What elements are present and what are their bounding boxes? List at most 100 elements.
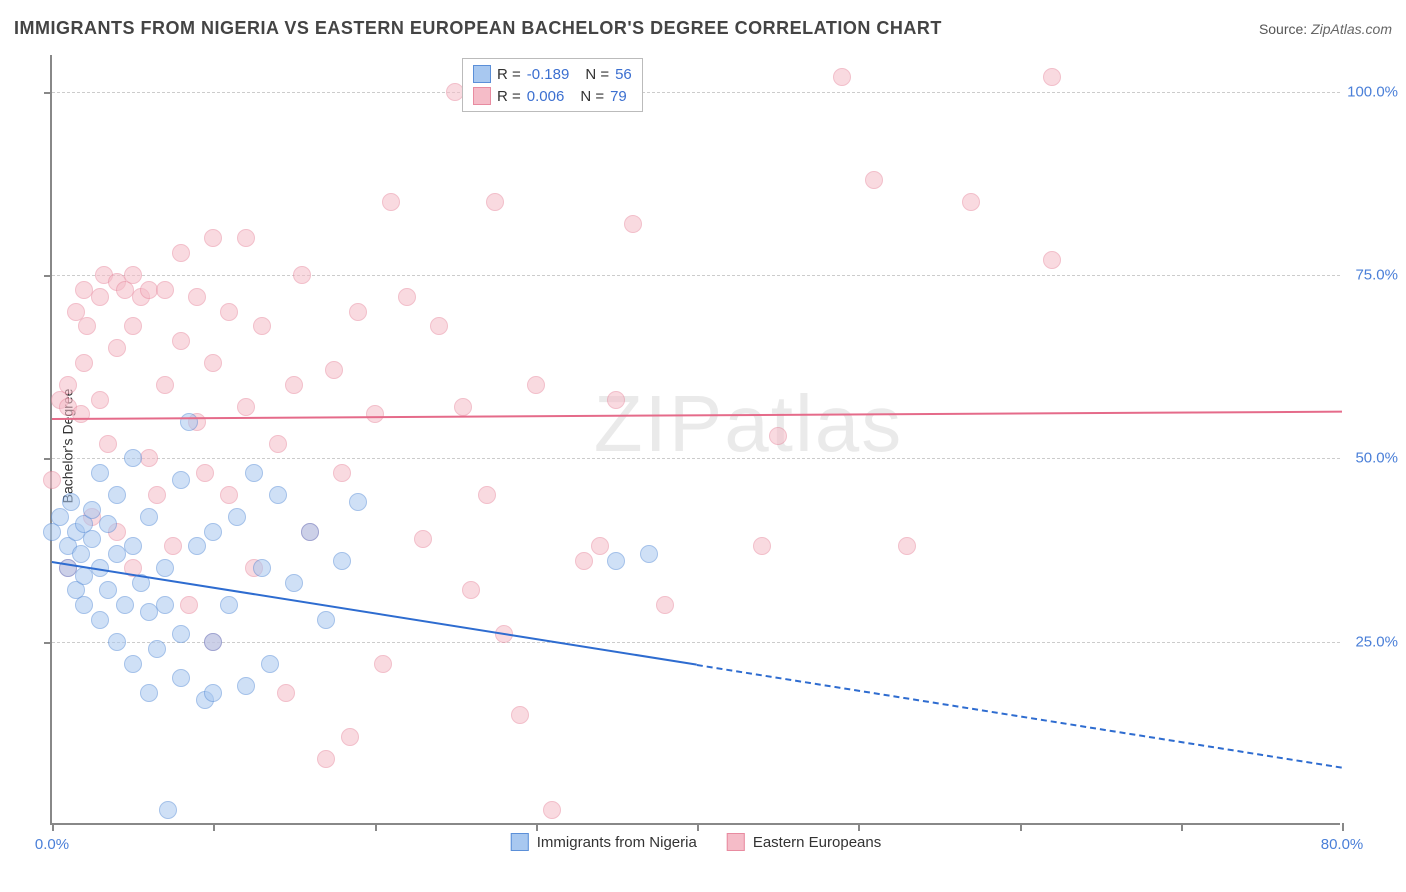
data-point — [374, 655, 392, 673]
scatter-plot: ZIPatlas 25.0%50.0%75.0%100.0%0.0%80.0%R… — [50, 55, 1340, 825]
y-tick-label: 75.0% — [1355, 267, 1398, 284]
data-point — [204, 354, 222, 372]
x-tick-mark — [52, 823, 54, 831]
data-point — [159, 801, 177, 819]
data-point — [245, 464, 263, 482]
data-point — [382, 193, 400, 211]
gridline — [52, 642, 1340, 643]
chart-title: IMMIGRANTS FROM NIGERIA VS EASTERN EUROP… — [14, 18, 942, 39]
data-point — [156, 596, 174, 614]
data-point — [75, 354, 93, 372]
data-point — [591, 537, 609, 555]
data-point — [486, 193, 504, 211]
data-point — [656, 596, 674, 614]
data-point — [99, 435, 117, 453]
data-point — [769, 427, 787, 445]
data-point — [607, 552, 625, 570]
data-point — [91, 611, 109, 629]
legend-r-label: R = — [497, 66, 521, 83]
data-point — [301, 523, 319, 541]
data-point — [83, 501, 101, 519]
data-point — [624, 215, 642, 233]
legend-row: R = -0.189N = 56 — [473, 63, 632, 85]
data-point — [156, 559, 174, 577]
data-point — [51, 508, 69, 526]
data-point — [124, 449, 142, 467]
data-point — [188, 537, 206, 555]
y-tick-mark — [44, 275, 52, 277]
data-point — [220, 303, 238, 321]
data-point — [62, 493, 80, 511]
legend-n-label: N = — [585, 66, 609, 83]
data-point — [172, 244, 190, 262]
legend-r-value: 0.006 — [527, 88, 565, 105]
y-tick-mark — [44, 92, 52, 94]
data-point — [1043, 251, 1061, 269]
data-point — [204, 633, 222, 651]
data-point — [180, 413, 198, 431]
data-point — [72, 545, 90, 563]
data-point — [164, 537, 182, 555]
data-point — [220, 596, 238, 614]
x-tick-label: 80.0% — [1321, 836, 1364, 853]
x-tick-label: 0.0% — [35, 836, 69, 853]
legend-n-value: 56 — [615, 66, 632, 83]
data-point — [75, 596, 93, 614]
data-point — [277, 684, 295, 702]
data-point — [237, 677, 255, 695]
x-tick-mark — [858, 823, 860, 831]
data-point — [478, 486, 496, 504]
data-point — [962, 193, 980, 211]
data-point — [91, 391, 109, 409]
data-point — [124, 537, 142, 555]
x-tick-mark — [1181, 823, 1183, 831]
data-point — [124, 317, 142, 335]
data-point — [349, 303, 367, 321]
data-point — [172, 669, 190, 687]
y-tick-label: 50.0% — [1355, 450, 1398, 467]
data-point — [156, 376, 174, 394]
data-point — [333, 464, 351, 482]
data-point — [317, 750, 335, 768]
series-legend-item: Eastern Europeans — [727, 833, 881, 851]
data-point — [462, 581, 480, 599]
data-point — [253, 559, 271, 577]
series-name: Eastern Europeans — [753, 834, 881, 851]
data-point — [124, 266, 142, 284]
data-point — [59, 376, 77, 394]
x-tick-mark — [1342, 823, 1344, 831]
trend-line — [697, 664, 1342, 769]
data-point — [172, 471, 190, 489]
data-point — [366, 405, 384, 423]
y-tick-label: 25.0% — [1355, 633, 1398, 650]
data-point — [237, 398, 255, 416]
data-point — [172, 625, 190, 643]
data-point — [454, 398, 472, 416]
data-point — [108, 633, 126, 651]
legend-swatch — [473, 65, 491, 83]
x-tick-mark — [697, 823, 699, 831]
x-tick-mark — [536, 823, 538, 831]
data-point — [511, 706, 529, 724]
data-point — [124, 655, 142, 673]
data-point — [172, 332, 190, 350]
data-point — [527, 376, 545, 394]
data-point — [398, 288, 416, 306]
y-tick-mark — [44, 458, 52, 460]
data-point — [261, 655, 279, 673]
data-point — [140, 508, 158, 526]
data-point — [220, 486, 238, 504]
data-point — [188, 288, 206, 306]
legend-swatch — [511, 833, 529, 851]
data-point — [285, 376, 303, 394]
data-point — [1043, 68, 1061, 86]
legend-row: R = 0.006N = 79 — [473, 85, 632, 107]
correlation-legend: R = -0.189N = 56R = 0.006N = 79 — [462, 58, 643, 112]
data-point — [414, 530, 432, 548]
y-tick-label: 100.0% — [1347, 83, 1398, 100]
data-point — [140, 449, 158, 467]
legend-swatch — [727, 833, 745, 851]
data-point — [285, 574, 303, 592]
x-tick-mark — [375, 823, 377, 831]
data-point — [269, 486, 287, 504]
